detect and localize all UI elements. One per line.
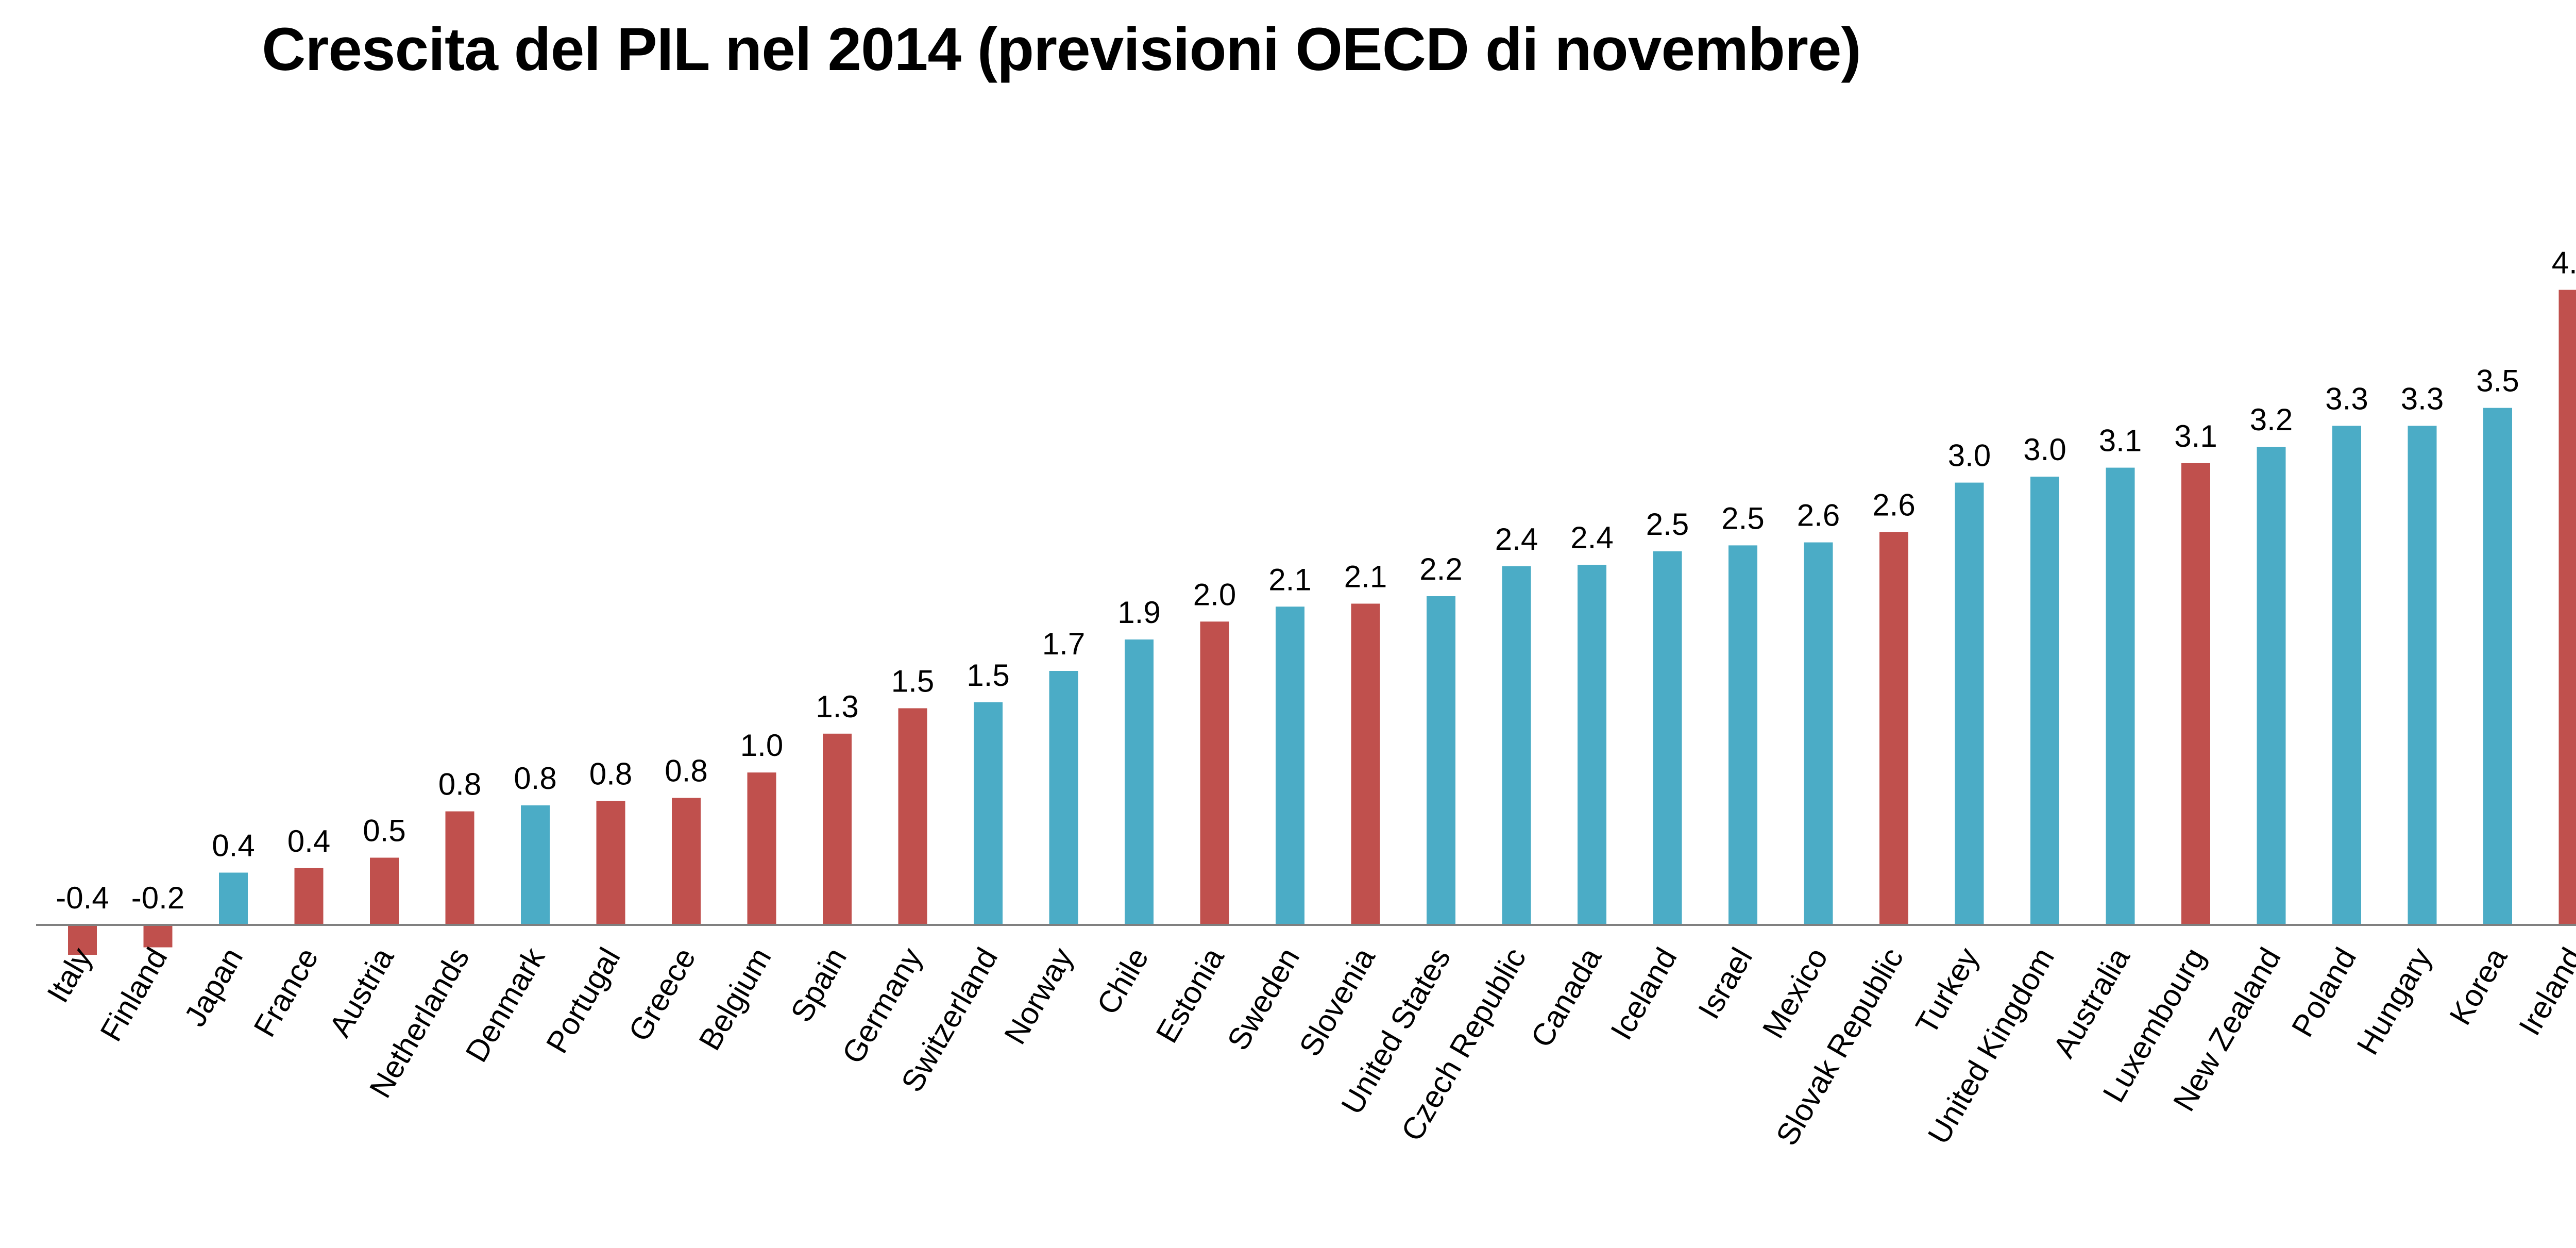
bar-united-states: [1427, 596, 1455, 925]
bar-slovenia: [1351, 603, 1380, 925]
category-label: Sweden: [1221, 942, 1306, 1056]
category-label: Estonia: [1149, 941, 1231, 1048]
data-label: -0.2: [131, 881, 184, 915]
bar-mexico: [1804, 542, 1833, 925]
category-label: Iceland: [1604, 942, 1684, 1045]
category-label: France: [247, 942, 325, 1042]
data-label: 3.3: [2325, 381, 2368, 416]
category-label: Spain: [784, 942, 854, 1027]
data-label: 2.1: [1344, 560, 1387, 594]
bar-australia: [2106, 467, 2135, 925]
data-label: 0.5: [363, 814, 405, 848]
data-label: 0.4: [287, 824, 330, 858]
category-label: Ireland: [2512, 942, 2576, 1041]
data-label: 0.4: [212, 829, 255, 863]
bar-chile: [1125, 639, 1154, 925]
bar-italy: [68, 925, 97, 955]
bar-canada: [1578, 565, 1606, 925]
bar-spain: [823, 733, 852, 925]
category-label: Canada: [1524, 941, 1608, 1053]
data-label: 1.7: [1042, 627, 1085, 661]
category-label: Korea: [2443, 941, 2514, 1031]
bar-belgium: [747, 772, 776, 925]
data-label: 2.2: [1419, 552, 1462, 586]
bar-germany: [898, 708, 927, 925]
category-label: Belgium: [692, 942, 777, 1056]
bar-iceland: [1653, 551, 1682, 925]
bar-poland: [2332, 426, 2361, 925]
category-label: Portugal: [539, 942, 627, 1059]
bar-korea: [2483, 408, 2512, 925]
data-label: 1.5: [967, 658, 1009, 693]
bar-austria: [370, 857, 399, 925]
data-label: 3.5: [2476, 364, 2519, 398]
bar-denmark: [521, 805, 550, 925]
category-label: Poland: [2285, 942, 2363, 1042]
data-label: 3.0: [2023, 432, 2066, 467]
data-label: 1.5: [891, 664, 934, 699]
category-label: Israel: [1691, 942, 1759, 1025]
category-label: Finland: [93, 942, 174, 1047]
data-label: 3.0: [1948, 439, 1991, 473]
bar-norway: [1049, 671, 1078, 925]
data-label: -0.4: [56, 881, 109, 915]
data-label: 0.8: [589, 756, 632, 791]
bar-hungary: [2408, 426, 2437, 925]
data-label: 2.5: [1646, 507, 1689, 542]
bar-netherlands: [445, 811, 474, 925]
category-label: Hungary: [2350, 942, 2438, 1060]
category-label: Norway: [997, 942, 1080, 1050]
data-label: 3.2: [2250, 402, 2293, 437]
data-label: 1.9: [1117, 595, 1160, 630]
category-label: Greece: [622, 942, 702, 1047]
chart-title: Crescita del PIL nel 2014 (previsioni OE…: [262, 15, 1861, 83]
data-label: 3.1: [2099, 424, 2142, 458]
category-label: Turkey: [1909, 942, 1986, 1040]
bar-slovak-republic: [1879, 532, 1908, 925]
data-label: 4.3: [2552, 246, 2576, 280]
bar-ireland: [2558, 290, 2576, 925]
value-labels-group: -0.4 -0.2 0.4 0.4 0.5 0.8 0.8 0.8 0.8 1.0 1.3 1.5 1.…: [56, 246, 2576, 916]
bar-sweden: [1276, 606, 1304, 925]
bar-luxembourg: [2181, 463, 2210, 925]
data-label: 3.3: [2401, 381, 2444, 416]
bar-turkey: [1955, 482, 1984, 925]
data-label: 0.8: [438, 767, 481, 802]
data-label: 2.6: [1797, 498, 1840, 533]
category-label: Japan: [177, 942, 249, 1032]
data-label: 3.1: [2174, 419, 2217, 453]
bar-israel: [1728, 545, 1757, 925]
data-label: 1.3: [816, 689, 858, 724]
bar-czech-republic: [1502, 566, 1531, 925]
bar-japan: [219, 872, 248, 925]
category-label: Chile: [1090, 942, 1155, 1020]
bar-estonia: [1200, 621, 1229, 925]
data-label: 1.0: [740, 728, 783, 763]
data-label: 2.4: [1495, 522, 1538, 556]
data-label: 2.4: [1570, 520, 1613, 555]
bar-united-kingdom: [2030, 477, 2059, 925]
data-label: 2.6: [1872, 487, 1915, 522]
bar-portugal: [596, 801, 625, 925]
category-label: Mexico: [1756, 942, 1835, 1044]
data-label: 2.0: [1193, 577, 1236, 612]
data-label: 2.1: [1268, 562, 1311, 597]
bar-greece: [672, 798, 701, 925]
bar-new-zealand: [2257, 447, 2286, 925]
bar-finland: [143, 925, 173, 948]
bar-switzerland: [974, 702, 1003, 925]
data-label: 0.8: [665, 754, 707, 788]
data-label: 0.8: [514, 761, 556, 796]
bar-france: [294, 868, 324, 925]
category-label: Austria: [323, 941, 401, 1042]
bars-group: [68, 290, 2576, 955]
data-label: 2.5: [1721, 501, 1764, 535]
